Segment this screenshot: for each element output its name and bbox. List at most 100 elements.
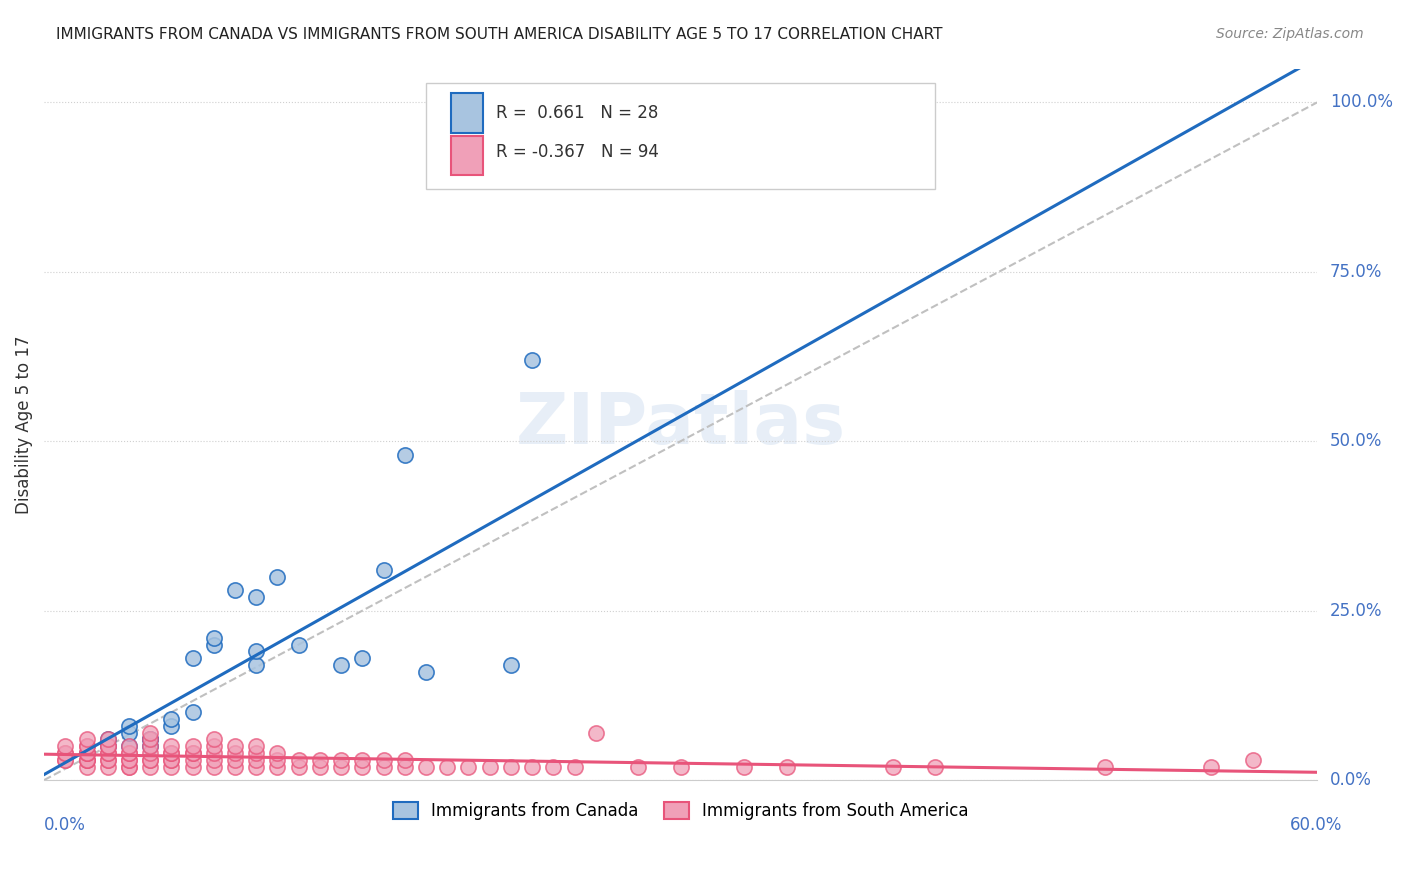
Point <box>76 732 98 747</box>
Point <box>181 759 204 773</box>
Point <box>118 759 141 773</box>
Point <box>585 725 607 739</box>
Point <box>373 563 395 577</box>
Point <box>139 732 162 747</box>
Point <box>1243 753 1265 767</box>
Point <box>776 759 799 773</box>
Point <box>330 753 353 767</box>
Point <box>882 759 904 773</box>
Point <box>118 753 141 767</box>
Y-axis label: Disability Age 5 to 17: Disability Age 5 to 17 <box>15 335 32 514</box>
Point <box>287 759 309 773</box>
Point <box>499 657 522 672</box>
Point <box>76 753 98 767</box>
Point <box>181 746 204 760</box>
Point <box>224 753 246 767</box>
Point <box>160 739 183 754</box>
Point <box>352 759 374 773</box>
Point <box>627 759 650 773</box>
Point <box>457 759 479 773</box>
Point <box>139 753 162 767</box>
Point <box>160 753 183 767</box>
Point <box>139 746 162 760</box>
Point <box>394 759 416 773</box>
Point <box>202 739 225 754</box>
Point <box>224 583 246 598</box>
Point <box>394 753 416 767</box>
Text: 0.0%: 0.0% <box>44 815 86 834</box>
Point <box>733 759 755 773</box>
Point <box>53 746 76 760</box>
Point <box>118 739 141 754</box>
Point <box>330 657 353 672</box>
Point <box>224 746 246 760</box>
Point <box>245 590 267 604</box>
Point <box>118 719 141 733</box>
Point <box>202 746 225 760</box>
Point <box>478 759 501 773</box>
Point <box>118 759 141 773</box>
Point <box>53 739 76 754</box>
Point <box>394 448 416 462</box>
Point <box>76 739 98 754</box>
Point <box>330 759 353 773</box>
Point <box>118 746 141 760</box>
Point <box>266 759 288 773</box>
Text: R =  0.661   N = 28: R = 0.661 N = 28 <box>496 103 658 121</box>
Point <box>266 746 288 760</box>
Point <box>415 665 437 679</box>
Point <box>97 739 120 754</box>
Point <box>118 725 141 739</box>
Text: R = -0.367   N = 94: R = -0.367 N = 94 <box>496 144 659 161</box>
Point <box>436 759 458 773</box>
Point <box>76 746 98 760</box>
Point <box>924 759 946 773</box>
Point <box>97 753 120 767</box>
Point <box>139 725 162 739</box>
Point <box>97 746 120 760</box>
Point <box>139 739 162 754</box>
Point <box>309 759 332 773</box>
Point <box>202 732 225 747</box>
Point <box>160 746 183 760</box>
Text: IMMIGRANTS FROM CANADA VS IMMIGRANTS FROM SOUTH AMERICA DISABILITY AGE 5 TO 17 C: IMMIGRANTS FROM CANADA VS IMMIGRANTS FRO… <box>56 27 943 42</box>
Point <box>118 739 141 754</box>
Point <box>76 746 98 760</box>
Point <box>160 712 183 726</box>
Point <box>266 570 288 584</box>
Point <box>76 753 98 767</box>
Text: 75.0%: 75.0% <box>1330 263 1382 281</box>
Point <box>97 739 120 754</box>
Point <box>181 739 204 754</box>
FancyBboxPatch shape <box>451 136 484 175</box>
Point <box>160 719 183 733</box>
Point <box>139 732 162 747</box>
Point <box>245 657 267 672</box>
Point <box>373 759 395 773</box>
Point <box>76 746 98 760</box>
Point <box>266 753 288 767</box>
Point <box>373 753 395 767</box>
Point <box>202 638 225 652</box>
FancyBboxPatch shape <box>426 83 935 189</box>
Point <box>181 746 204 760</box>
Text: 50.0%: 50.0% <box>1330 433 1382 450</box>
Point <box>76 746 98 760</box>
Point <box>352 753 374 767</box>
Point <box>76 739 98 754</box>
Text: 100.0%: 100.0% <box>1330 94 1393 112</box>
Point <box>1199 759 1222 773</box>
Point <box>139 739 162 754</box>
Text: 25.0%: 25.0% <box>1330 601 1382 620</box>
Point <box>415 759 437 773</box>
Point <box>160 753 183 767</box>
Point <box>202 759 225 773</box>
Point <box>245 759 267 773</box>
Text: 60.0%: 60.0% <box>1291 815 1343 834</box>
Point <box>202 631 225 645</box>
Point <box>245 739 267 754</box>
Point <box>245 753 267 767</box>
Point <box>245 746 267 760</box>
Text: ZIPatlas: ZIPatlas <box>516 390 845 458</box>
Point <box>309 753 332 767</box>
